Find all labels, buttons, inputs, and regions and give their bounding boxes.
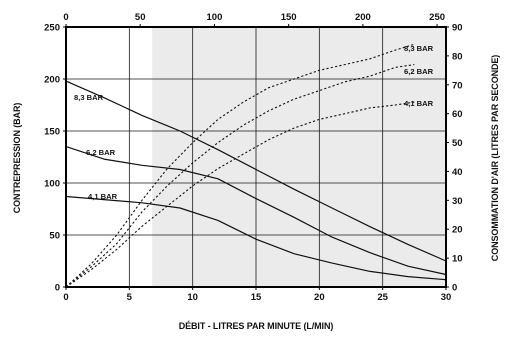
y-right-tick-label: 30 (452, 196, 463, 207)
curve-label-pressure-41: 4,1 BAR (88, 192, 118, 201)
y-left-tick-label: 150 (44, 127, 60, 138)
y-right-tick-label: 80 (452, 51, 463, 62)
x-tick-label-bottom: 5 (127, 292, 133, 303)
series-line-back-pressure-83 (65, 80, 447, 262)
x-tick-label-top: 200 (355, 12, 371, 23)
x-tick-label-bottom: 15 (251, 292, 262, 303)
x-tick-label-top: 50 (135, 12, 146, 23)
x-tick-label-top: 250 (429, 12, 445, 23)
y-right-tick-label: 90 (452, 23, 463, 34)
series-line-back-pressure-41 (65, 195, 447, 281)
y-right-tick-label: 70 (452, 80, 463, 91)
x-axis-title: DÉBIT - LITRES PAR MINUTE (L/MIN) (179, 321, 334, 331)
x-tick-label-top: 150 (281, 12, 297, 23)
y-right-tick-label: 40 (452, 167, 463, 178)
y-left-tick-label: 250 (44, 23, 60, 34)
x-tick-label-bottom: 20 (314, 292, 325, 303)
curve-label-pressure-83: 8,3 BAR (74, 93, 104, 102)
curve-label-air-41: 4,1 BAR (404, 99, 434, 108)
x-tick-label-bottom: 0 (63, 292, 68, 303)
y-left-tick-label: 200 (44, 75, 60, 86)
series-line-air-consumption-83 (65, 43, 415, 288)
curve-label-air-62: 6,2 BAR (404, 67, 434, 76)
y-right-tick-label: 50 (452, 138, 463, 149)
series-line-air-consumption-41 (65, 101, 415, 288)
y-left-tick-label: 0 (55, 283, 60, 294)
y-right-tick-label: 0 (452, 283, 457, 294)
series-group (65, 43, 447, 288)
y-left-tick-label: 50 (49, 231, 60, 242)
x-tick-label-bottom: 25 (377, 292, 388, 303)
y-left-axis-title: CONTREPRESSION (BAR) (12, 103, 22, 214)
x-tick-label-bottom: 10 (187, 292, 198, 303)
curve-label-pressure-62: 6,2 BAR (86, 148, 116, 157)
curve-label-air-83: 8,3 BAR (404, 44, 434, 53)
y-right-tick-label: 20 (452, 225, 463, 236)
x-tick-label-top: 100 (207, 12, 223, 23)
y-left-tick-label: 100 (44, 179, 60, 190)
x-tick-label-top: 0 (63, 12, 68, 23)
shaded-region (152, 27, 446, 287)
tick-labels: 0 5 10 15 20 25 300 50 100 150 200 2500501001502002… (44, 12, 462, 303)
y-right-axis-title: CONSOMMATION D'AIR (LITRES PAR SECONDE) (490, 55, 500, 262)
y-right-tick-label: 10 (452, 254, 463, 265)
curve-labels: 8,3 BAR 6,2 BAR 4,1 BAR 8,3 BAR 6,2 BAR 4,1 B… (74, 44, 434, 201)
series-line-back-pressure-62 (65, 146, 447, 276)
x-tick-label-bottom: 30 (441, 292, 452, 303)
series-line-air-consumption-62 (65, 64, 415, 288)
y-right-tick-label: 60 (452, 109, 463, 120)
